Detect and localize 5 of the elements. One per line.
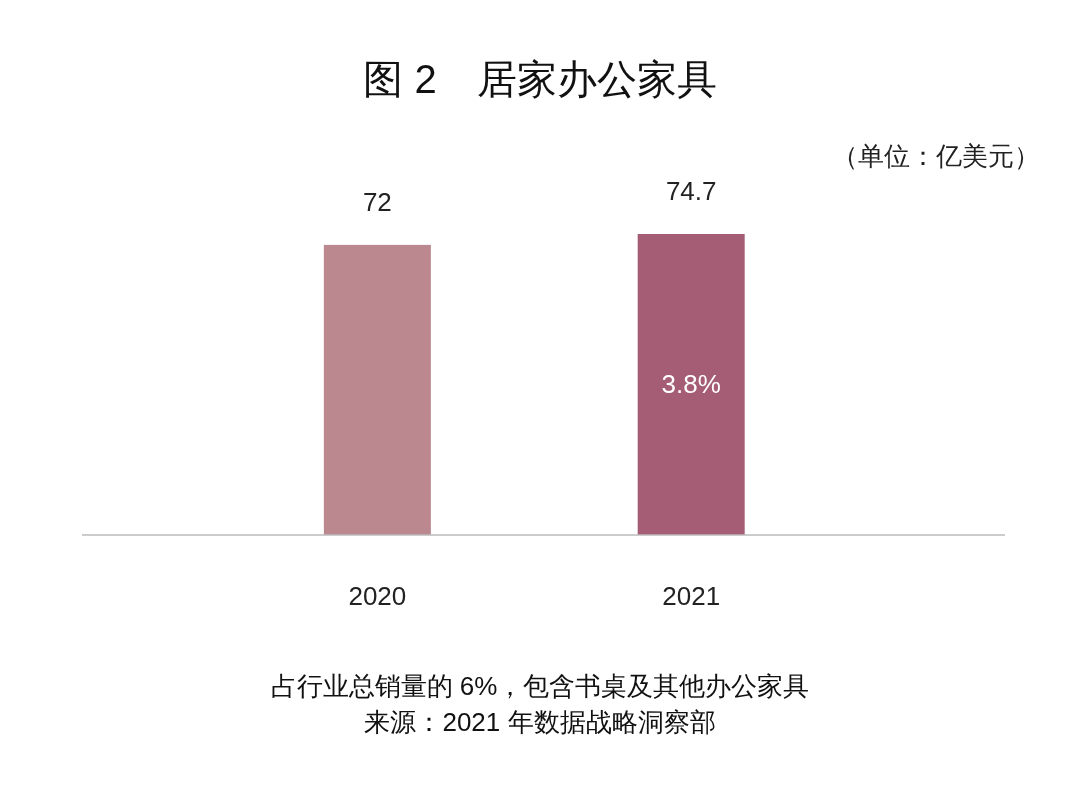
annotation: （单位：亿美元） <box>832 141 1040 171</box>
title: 图 2 居家办公家具 <box>363 57 717 101</box>
annotation: 占行业总销量的 6%，包含书桌及其他办公家具 <box>270 671 810 701</box>
annotation: 来源：2021 年数据战略洞察部 <box>364 707 716 737</box>
annotation: 3.8% <box>661 369 721 399</box>
